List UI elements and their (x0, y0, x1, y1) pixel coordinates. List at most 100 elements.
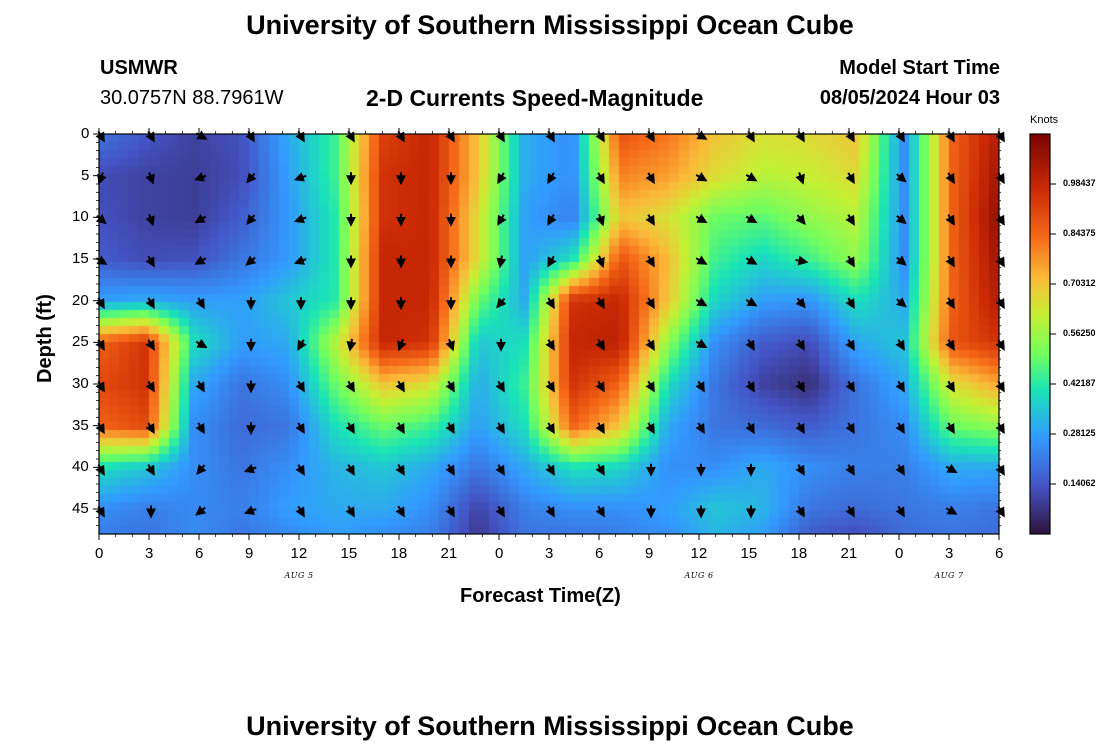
chart-title: University of Southern Mississippi Ocean… (246, 10, 854, 40)
current-arrow (547, 255, 557, 268)
current-arrow (295, 505, 305, 518)
current-arrow (645, 297, 655, 310)
current-arrow (545, 130, 555, 143)
current-arrow (945, 255, 955, 268)
current-arrow (645, 339, 655, 351)
current-arrow (245, 130, 255, 143)
current-arrow (297, 339, 307, 351)
current-arrow (795, 339, 805, 351)
current-arrow (645, 422, 655, 435)
x-tick-label: 18 (790, 545, 808, 562)
current-arrow (246, 172, 257, 184)
colorbar-unit: Knots (1030, 114, 1059, 126)
current-arrow (695, 130, 708, 140)
y-tick-label: 15 (72, 250, 89, 267)
current-arrow (845, 130, 855, 143)
current-arrow (845, 172, 855, 185)
current-arrow (695, 297, 708, 307)
y-tick-label: 0 (81, 125, 90, 142)
current-arrow (445, 130, 455, 143)
current-arrow (945, 130, 955, 143)
current-arrow (745, 422, 755, 435)
current-arrow (245, 255, 257, 266)
current-arrow (395, 130, 405, 143)
current-arrow (645, 380, 655, 393)
current-arrow (745, 339, 755, 351)
current-arrow (246, 214, 257, 226)
current-arrow (145, 422, 155, 435)
current-arrow (895, 297, 907, 308)
current-arrow (445, 380, 455, 393)
current-arrow (496, 297, 507, 309)
current-arrow (745, 130, 755, 143)
current-arrow (895, 339, 905, 351)
current-arrow (345, 464, 355, 476)
current-arrow (745, 297, 758, 307)
current-arrow (195, 297, 205, 310)
current-arrow (945, 463, 958, 474)
current-arrow (95, 422, 105, 435)
current-arrow (845, 505, 855, 518)
x-tick-label: 6 (595, 545, 604, 562)
current-arrow (845, 339, 855, 351)
x-axis-label: Forecast Time(Z) (460, 585, 621, 607)
current-arrow (295, 130, 305, 143)
x-tick-label: 6 (995, 545, 1004, 562)
current-arrow (95, 380, 105, 393)
y-tick-label: 10 (72, 208, 89, 226)
current-arrow (345, 505, 355, 518)
current-arrow (845, 422, 855, 435)
current-arrow (595, 297, 605, 310)
footer-title: University of Southern Mississippi Ocean… (246, 711, 854, 741)
current-arrow (845, 214, 855, 226)
current-arrow (995, 380, 1005, 393)
current-arrow (196, 464, 207, 476)
current-arrow (595, 339, 605, 351)
current-arrow (95, 464, 105, 476)
x-tick-label: 21 (440, 545, 458, 562)
current-arrow (195, 422, 205, 435)
current-arrow (995, 339, 1005, 351)
y-axis-label: Depth (ft) (34, 294, 56, 383)
colorbar-tick-label: 0.98437 (1063, 178, 1096, 188)
current-arrow (194, 213, 207, 224)
current-arrow (345, 130, 355, 143)
current-arrow (395, 380, 405, 393)
current-arrow (595, 380, 605, 393)
current-arrow (845, 255, 855, 268)
current-arrow (345, 380, 355, 393)
x-tick-label: 9 (645, 545, 654, 562)
x-tick-label: 0 (95, 545, 104, 562)
current-arrow (95, 505, 105, 518)
colorbar-tick-label: 0.28125 (1063, 428, 1096, 438)
current-arrow (695, 380, 705, 393)
current-arrow (595, 464, 605, 476)
current-arrow (645, 214, 655, 226)
current-arrow (145, 339, 155, 351)
current-arrow (295, 422, 305, 435)
current-arrow (695, 255, 708, 265)
x-tick-label: 18 (390, 545, 408, 562)
x-tick-label: 3 (145, 545, 154, 562)
current-arrow (145, 464, 155, 476)
current-arrow (795, 422, 805, 435)
current-arrow (295, 380, 305, 393)
current-arrow (397, 338, 407, 352)
current-arrow (995, 172, 1005, 185)
current-arrow (895, 255, 907, 266)
current-arrow (895, 213, 907, 225)
y-tick-label: 45 (72, 500, 89, 517)
current-arrow (995, 255, 1005, 268)
current-arrow (545, 464, 555, 476)
current-arrow (497, 172, 507, 185)
current-arrow (795, 380, 805, 393)
x-tick-label: 9 (245, 545, 254, 562)
current-arrow (547, 172, 557, 185)
current-arrow (445, 464, 455, 476)
current-arrow (945, 339, 955, 351)
colorbar-tick-label: 0.14062 (1063, 478, 1096, 488)
current-arrow (645, 255, 655, 268)
x-tick-label: 12 (690, 545, 708, 562)
date-label: AUG 7 (934, 571, 964, 580)
